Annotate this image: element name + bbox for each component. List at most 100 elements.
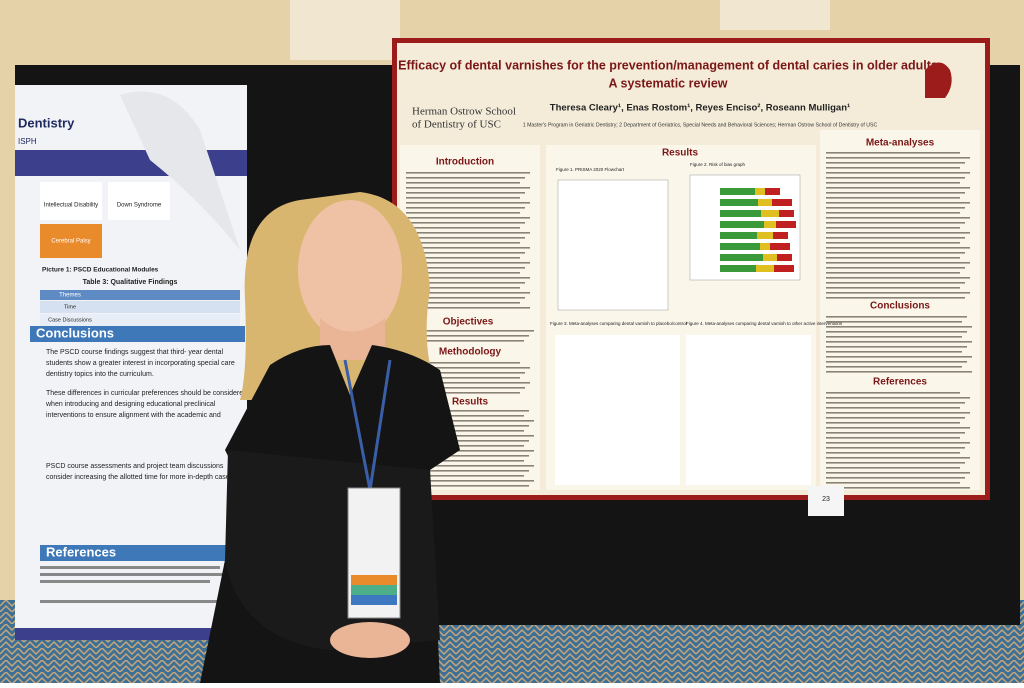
forest-plot xyxy=(555,335,680,485)
affiliations: 1 Master's Program in Geriatric Dentistr… xyxy=(523,122,878,128)
text-line xyxy=(826,331,967,333)
heading: Results xyxy=(452,397,489,408)
number-card xyxy=(808,486,844,516)
text-line xyxy=(826,447,965,449)
text-line xyxy=(826,257,960,259)
text-line xyxy=(406,435,534,437)
conclusion-line: dentistry topics into the curriculum. xyxy=(46,371,154,378)
conclusion-line: when introducing and designing education… xyxy=(45,401,216,408)
bias-bar xyxy=(720,221,764,228)
text-line xyxy=(406,470,529,472)
bias-bar xyxy=(770,243,790,250)
text-line xyxy=(406,282,525,284)
text-line xyxy=(826,172,970,174)
bias-bar xyxy=(720,210,761,217)
table-title: Table 3: Qualitative Findings xyxy=(83,279,178,286)
text-line xyxy=(826,427,970,429)
text-line xyxy=(406,445,524,447)
curled-sheet xyxy=(120,91,240,251)
badge-stripe xyxy=(351,585,397,595)
forest-plot xyxy=(686,335,811,485)
text-line xyxy=(40,566,220,569)
text-line xyxy=(406,197,520,199)
bias-bar xyxy=(720,243,760,250)
table-row xyxy=(40,301,240,313)
text-line xyxy=(826,297,965,299)
text-line xyxy=(826,452,960,454)
column xyxy=(820,130,980,490)
text-line xyxy=(406,212,520,214)
text-line xyxy=(826,351,962,353)
text-line xyxy=(826,392,960,394)
hands xyxy=(330,622,410,658)
figure-caption: Figure 2. Risk of bias graph xyxy=(690,162,746,167)
text-line xyxy=(826,242,960,244)
text-line xyxy=(826,167,960,169)
text-line xyxy=(406,247,530,249)
text-line xyxy=(826,321,962,323)
conclusion-line: These differences in curricular preferen… xyxy=(46,390,247,397)
text-line xyxy=(406,287,520,289)
text-line xyxy=(826,162,965,164)
text-line xyxy=(826,432,965,434)
text-line xyxy=(406,387,525,389)
text-line xyxy=(826,336,962,338)
heading: References xyxy=(873,377,927,388)
bias-bars xyxy=(720,188,796,272)
text-line xyxy=(406,460,524,462)
text-line xyxy=(826,287,960,289)
text-line xyxy=(406,187,530,189)
left-poster: Dentistry ISPH Intellectual Disability D… xyxy=(15,85,247,640)
poster-number: 23 xyxy=(822,496,830,503)
figure-caption: Figure 4. Meta-analyses comparing dental… xyxy=(686,321,843,326)
text-line xyxy=(826,157,970,159)
text-line xyxy=(406,440,529,442)
text-line xyxy=(406,382,530,384)
text-lines xyxy=(406,152,972,489)
heading: Meta-analyses xyxy=(866,138,935,149)
text-line xyxy=(40,600,225,603)
text-line xyxy=(826,326,972,328)
text-line xyxy=(826,397,970,399)
text-line xyxy=(406,330,534,332)
text-line xyxy=(406,262,530,264)
bias-bar xyxy=(755,188,765,195)
badge-stripe xyxy=(351,575,397,585)
text-line xyxy=(406,217,530,219)
text-line xyxy=(826,316,967,318)
text-line xyxy=(406,485,529,487)
header: Dentistry xyxy=(18,115,75,130)
text-line xyxy=(826,237,965,239)
right-poster: Efficacy of dental varnishes for the pre… xyxy=(392,38,990,500)
tile-label: Down Syndrome xyxy=(117,203,162,209)
text-line xyxy=(826,222,965,224)
bias-bar xyxy=(776,221,796,228)
text-line xyxy=(826,282,965,284)
text-line xyxy=(826,212,960,214)
bias-bar xyxy=(757,232,773,239)
bias-bar xyxy=(763,254,777,261)
text-line xyxy=(406,425,529,427)
conclusion-line: The PSCD course findings suggest that th… xyxy=(46,349,223,356)
bias-bar xyxy=(779,210,794,217)
text-line xyxy=(406,237,525,239)
neck xyxy=(320,318,385,360)
face xyxy=(298,200,402,340)
text-line xyxy=(406,172,530,174)
bias-bar xyxy=(764,221,776,228)
text-line xyxy=(826,267,965,269)
bias-bar xyxy=(773,232,788,239)
heading: References xyxy=(46,544,116,559)
text-line xyxy=(406,202,530,204)
text-line xyxy=(406,252,525,254)
table-cell: Case Discussions xyxy=(48,317,92,323)
text-line xyxy=(826,346,967,348)
bias-bar xyxy=(720,188,755,195)
heading: Conclusions xyxy=(870,301,930,312)
text-line xyxy=(406,222,525,224)
text-line xyxy=(826,202,970,204)
text-line xyxy=(406,475,524,477)
door xyxy=(290,0,400,60)
text-line xyxy=(406,362,520,364)
